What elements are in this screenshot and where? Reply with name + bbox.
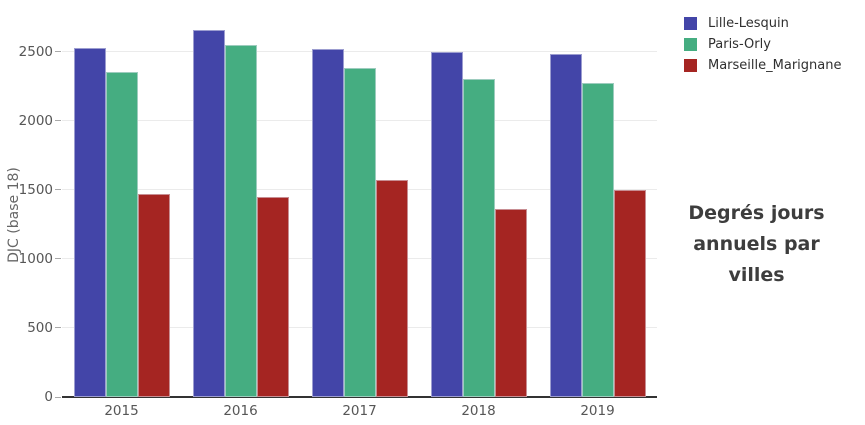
legend-item-Marseille_Marignane[interactable]: Marseille_Marignane (684, 55, 841, 76)
y-tick-label-1000: 1000 (18, 250, 53, 267)
legend-item-Lille-Lesquin[interactable]: Lille-Lesquin (684, 13, 841, 34)
x-axis-line (62, 396, 657, 398)
y-tick-label-2500: 2500 (18, 43, 53, 60)
bar-Paris-Orly-2016[interactable] (224, 44, 257, 397)
bar-Paris-Orly-2019[interactable] (581, 83, 614, 397)
legend-swatch-icon (684, 17, 697, 30)
bar-Lille-Lesquin-2018[interactable] (430, 51, 463, 397)
bar-Marseille_Marignane-2015[interactable] (137, 193, 170, 397)
y-tickmark-500 (55, 327, 61, 329)
y-tick-label-1500: 1500 (18, 181, 53, 198)
bar-Lille-Lesquin-2015[interactable] (73, 47, 106, 397)
y-axis-title: DJC (base 18) (6, 167, 22, 263)
gridline-2500 (62, 51, 657, 53)
y-tick-label-2000: 2000 (18, 112, 53, 129)
legend-item-label: Paris-Orly (708, 37, 771, 52)
x-tick-label-2017: 2017 (342, 403, 377, 419)
x-tick-label-2016: 2016 (223, 403, 258, 419)
y-tick-label-500: 500 (27, 319, 53, 336)
legend-item-label: Lille-Lesquin (708, 16, 789, 31)
y-tickmark-2500 (55, 51, 61, 53)
x-tick-label-2018: 2018 (461, 403, 496, 419)
bar-Paris-Orly-2018[interactable] (462, 79, 495, 397)
bar-Paris-Orly-2015[interactable] (105, 72, 138, 397)
bar-Marseille_Marignane-2019[interactable] (613, 189, 646, 397)
bar-Paris-Orly-2017[interactable] (343, 68, 376, 397)
legend: Lille-Lesquin Paris-Orly Marseille_Marigna… (684, 13, 841, 76)
bar-Marseille_Marignane-2018[interactable] (494, 209, 527, 397)
legend-swatch-icon (684, 59, 697, 72)
legend-swatch-icon (684, 38, 697, 51)
x-tick-label-2019: 2019 (580, 403, 615, 419)
bar-Lille-Lesquin-2019[interactable] (549, 54, 582, 397)
y-tickmark-2000 (55, 120, 61, 122)
bar-Lille-Lesquin-2016[interactable] (192, 29, 225, 397)
x-tick-label-2015: 2015 (104, 403, 139, 419)
legend-item-Paris-Orly[interactable]: Paris-Orly (684, 34, 841, 55)
y-tickmark-0 (55, 396, 61, 398)
legend-item-label: Marseille_Marignane (708, 58, 842, 73)
bar-Marseille_Marignane-2017[interactable] (375, 180, 408, 397)
bar-Lille-Lesquin-2017[interactable] (311, 48, 344, 397)
y-tick-label-0: 0 (44, 389, 53, 405)
bar-Marseille_Marignane-2016[interactable] (256, 196, 289, 397)
y-tickmark-1000 (55, 258, 61, 260)
chart-title: Degrés jours annuels par villes (688, 202, 825, 286)
y-tickmark-1500 (55, 189, 61, 191)
